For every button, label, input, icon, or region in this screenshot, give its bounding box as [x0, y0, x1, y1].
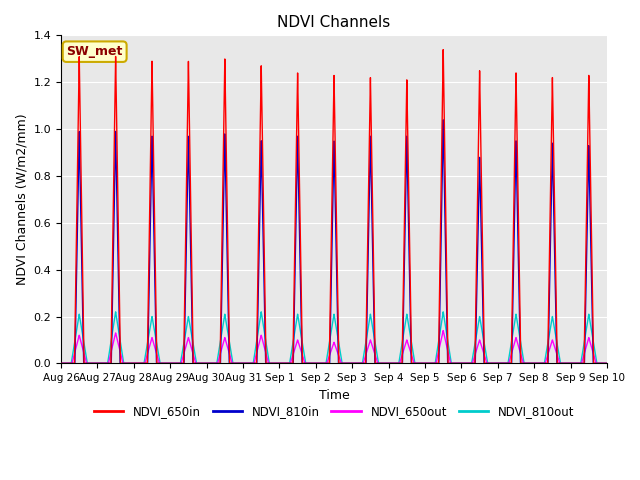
Title: NDVI Channels: NDVI Channels [277, 15, 390, 30]
Y-axis label: NDVI Channels (W/m2/mm): NDVI Channels (W/m2/mm) [15, 114, 28, 285]
Text: SW_met: SW_met [67, 45, 123, 58]
X-axis label: Time: Time [319, 389, 349, 402]
Legend: NDVI_650in, NDVI_810in, NDVI_650out, NDVI_810out: NDVI_650in, NDVI_810in, NDVI_650out, NDV… [89, 401, 579, 423]
